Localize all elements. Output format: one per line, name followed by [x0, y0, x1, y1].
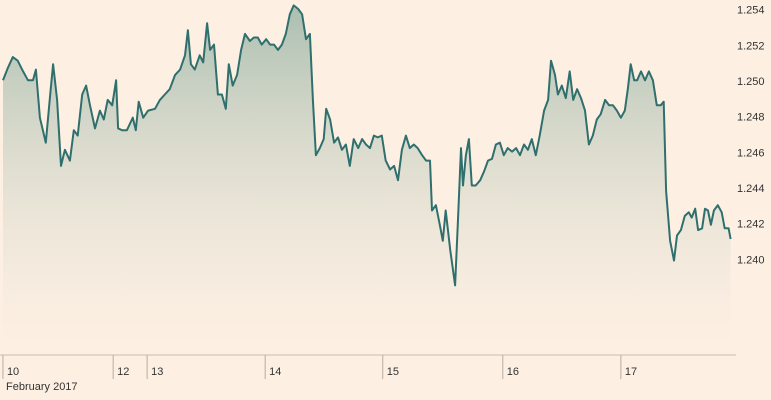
x-tick-label: 15	[387, 366, 399, 378]
y-tick-label: 1.246	[737, 147, 765, 159]
x-tick-label: 10	[7, 366, 19, 378]
y-tick-label: 1.250	[737, 76, 765, 88]
y-tick-label: 1.254	[737, 5, 765, 17]
x-tick-label: 13	[151, 366, 163, 378]
x-tick-label: 12	[117, 366, 129, 378]
y-tick-label: 1.240	[737, 254, 765, 266]
y-tick-label: 1.248	[737, 112, 765, 124]
y-tick-label: 1.252	[737, 40, 765, 52]
x-tick-label: 17	[625, 366, 637, 378]
line	[2, 4, 732, 287]
x-tick-label: 16	[507, 366, 519, 378]
y-tick-label: 1.242	[737, 219, 765, 231]
x-tick-label: 14	[269, 366, 281, 378]
x-axis-label: February 2017	[6, 381, 78, 393]
y-tick-label: 1.244	[737, 183, 765, 195]
